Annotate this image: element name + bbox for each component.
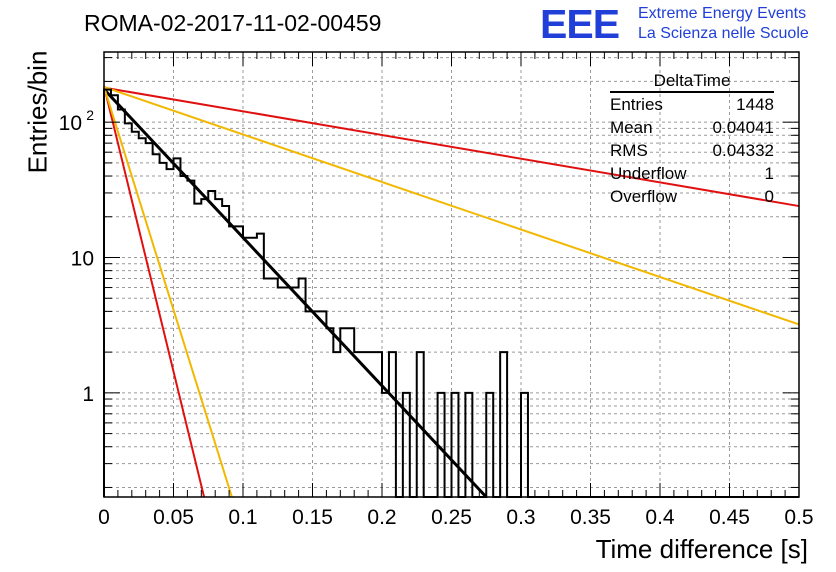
series-lines — [102, 85, 800, 499]
x-axis-label: Time difference [s] — [595, 534, 808, 564]
stats-label: Entries — [610, 95, 663, 114]
logo-line-1: Extreme Energy Events — [638, 5, 807, 22]
logo-mark: EEE — [540, 1, 620, 47]
stats-value: 0 — [764, 187, 774, 206]
stats-value: 1 — [764, 164, 774, 183]
x-tick-label: 0.15 — [292, 506, 333, 529]
stats-row-entries: Entries 1448 — [610, 93, 774, 116]
logo-line-2: La Scienza nelle Scuole — [638, 25, 809, 42]
x-tick-label: 0.05 — [153, 506, 194, 529]
stats-value: 0.04041 — [712, 118, 774, 137]
y-axis-label: Entries/bin — [22, 50, 53, 174]
stats-title: DeltaTime — [610, 70, 774, 93]
fit-line-black — [102, 88, 488, 499]
stats-row-rms: RMS 0.04332 — [610, 139, 774, 162]
y-tick-label: 10 — [71, 248, 94, 271]
stats-label: Overflow — [610, 187, 678, 206]
stats-value: 1448 — [736, 95, 774, 114]
y-tick-exponent: 2 — [86, 107, 94, 123]
stats-value: 0.04332 — [712, 141, 774, 160]
stats-label: RMS — [610, 141, 648, 160]
stats-row-overflow: Overflow 0 — [610, 185, 774, 208]
chart-title: ROMA-02-2017-11-02-00459 — [84, 10, 382, 36]
x-tick-label: 0.25 — [431, 506, 472, 529]
x-tick-label: 0 — [98, 506, 110, 529]
fit-line-yellow — [103, 86, 233, 498]
stats-row-underflow: Underflow 1 — [610, 162, 774, 185]
stats-label: Underflow — [610, 164, 687, 183]
grid-lines — [104, 52, 799, 497]
fit-line-red — [103, 85, 206, 498]
x-tick-label: 0.35 — [570, 506, 611, 529]
stats-row-mean: Mean 0.04041 — [610, 116, 774, 139]
x-tick-label: 0.5 — [784, 506, 813, 529]
x-tick-label: 0.3 — [506, 506, 535, 529]
y-tick-label: 1 — [82, 383, 94, 406]
stats-label: Mean — [610, 118, 653, 137]
x-tick-label: 0.4 — [645, 506, 675, 529]
stats-box: DeltaTime Entries 1448 Mean 0.04041 RMS … — [610, 70, 774, 208]
fit-line-yellow — [103, 86, 800, 326]
y-tick-label: 10 — [59, 112, 82, 135]
fit-line-red — [103, 86, 800, 208]
x-tick-label: 0.1 — [228, 506, 257, 529]
axis-ticks: 0 0.05 0.1 0.15 0.2 0.25 0.3 0.35 0.4 0.45 0.51101… — [59, 52, 814, 529]
x-tick-label: 0.45 — [709, 506, 750, 529]
x-tick-label: 0.2 — [367, 506, 396, 529]
